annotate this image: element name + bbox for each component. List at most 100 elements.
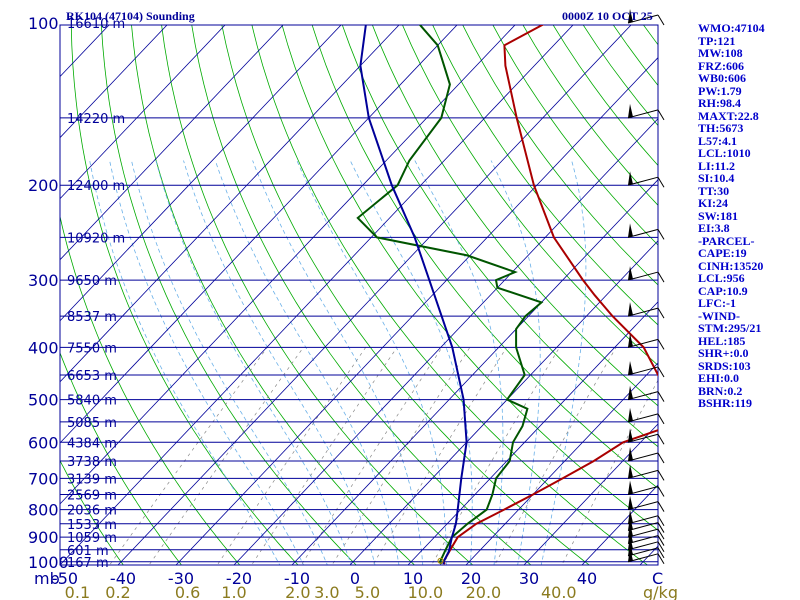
index-item: -PARCEL- bbox=[698, 233, 755, 248]
isotherm bbox=[465, 362, 658, 565]
index-item: LFC:-1 bbox=[698, 296, 736, 310]
dry-adiabat bbox=[462, 25, 658, 286]
index-item: FRZ:606 bbox=[698, 58, 744, 73]
temperature-tick-label: -50 bbox=[52, 569, 78, 588]
moist-adiabat bbox=[349, 160, 473, 565]
height-label: 7550 m bbox=[67, 341, 117, 356]
index-item: LI:11.2 bbox=[698, 158, 736, 173]
indices-panel: WMO:47104 TP:121 MW:108 FRZ:606 WB0:606 PW:1.… bbox=[698, 22, 798, 410]
index-item: BRN:0.2 bbox=[698, 383, 743, 398]
pressure-tick-label: 700 bbox=[28, 469, 59, 488]
wind-barb bbox=[627, 480, 665, 497]
wind-barb bbox=[627, 302, 665, 319]
index-item: EI:3.8 bbox=[698, 221, 730, 235]
height-label: 3139 m bbox=[67, 472, 117, 487]
pressure-tick-label: 400 bbox=[28, 338, 59, 357]
pressure-tick-label: 900 bbox=[28, 528, 59, 547]
isotherm bbox=[291, 179, 658, 565]
dry-adiabat bbox=[432, 25, 658, 326]
height-label: 3738 m bbox=[67, 455, 117, 470]
index-item: LCL:1010 bbox=[698, 146, 751, 160]
temperature-tick-label: -30 bbox=[168, 569, 194, 588]
index-item: CAPE:19 bbox=[698, 246, 747, 260]
mixing-ratio-label: 2.0 bbox=[285, 583, 310, 600]
index-item: TP:121 bbox=[698, 33, 736, 48]
height-label: 4384 m bbox=[67, 436, 117, 451]
wind-barb bbox=[627, 171, 665, 188]
temperature-tick-label: 30 bbox=[519, 569, 539, 588]
plot-border bbox=[59, 24, 659, 566]
index-item: MAXT:22.8 bbox=[698, 108, 759, 123]
isotherm bbox=[60, 25, 574, 565]
temperature-tick-label: 0 bbox=[350, 569, 360, 588]
height-label: 1059 m bbox=[67, 531, 117, 546]
isotherm bbox=[60, 25, 284, 261]
pressure-tick-label: 100 bbox=[28, 14, 59, 33]
index-item: SHR+:0.0 bbox=[698, 346, 749, 360]
height-label: 12400 m bbox=[67, 179, 125, 194]
index-item: WB0:606 bbox=[698, 71, 746, 85]
index-item: PW:1.79 bbox=[698, 83, 742, 98]
height-label: 2569 m bbox=[67, 488, 117, 503]
isotherm bbox=[60, 25, 516, 505]
moist-adiabat bbox=[296, 160, 447, 565]
wind-barb bbox=[627, 495, 665, 512]
mixing-ratio-label: 0.6 bbox=[175, 583, 200, 600]
moist-adiabat bbox=[131, 160, 328, 565]
mixing-ratio-label: 20.0 bbox=[466, 583, 502, 600]
pressure-tick-label: 600 bbox=[28, 433, 59, 452]
sounding-title: RK104 (47104) Sounding bbox=[66, 9, 195, 23]
moist-adiabat bbox=[109, 160, 304, 565]
height-label: 9650 m bbox=[67, 274, 117, 289]
index-item: RH:98.4 bbox=[698, 96, 741, 110]
mixing-ratio-label: 1.0 bbox=[221, 583, 246, 600]
mixing-ratio-line bbox=[109, 347, 268, 565]
index-item: WMO:47104 bbox=[698, 21, 765, 35]
isotherm bbox=[117, 25, 632, 565]
height-label: 1533 m bbox=[67, 518, 117, 533]
dry-adiabat bbox=[281, 25, 658, 531]
mixing-ratio-label: 0.2 bbox=[105, 583, 130, 600]
pressure-tick-label: 800 bbox=[28, 501, 59, 520]
wind-barb bbox=[627, 447, 665, 464]
index-item: EHI:0.0 bbox=[698, 371, 740, 385]
wind-barb bbox=[627, 385, 665, 402]
height-label: 5085 m bbox=[67, 416, 117, 431]
index-item: CINH:13520 bbox=[698, 258, 764, 273]
index-item: CAP:10.9 bbox=[698, 283, 748, 298]
index-item: LCL:956 bbox=[698, 271, 745, 285]
wind-barb bbox=[627, 407, 665, 425]
index-item: BSHR:119 bbox=[698, 396, 753, 410]
index-item: HEL:185 bbox=[698, 333, 746, 348]
pressure-unit-label: mb bbox=[34, 569, 60, 588]
moist-adiabat bbox=[155, 160, 352, 565]
isotherm bbox=[523, 423, 658, 565]
wind-barb bbox=[627, 9, 665, 26]
index-item: TH:5673 bbox=[698, 121, 744, 135]
moist-adiabat bbox=[490, 160, 541, 565]
profile-dewpoint bbox=[356, 25, 544, 565]
dry-adiabat bbox=[371, 25, 658, 407]
sounding-time: 0000Z 10 OCT 25 bbox=[562, 9, 653, 23]
height-label: 16610 m bbox=[67, 17, 125, 32]
height-label: 10920 m bbox=[67, 231, 125, 246]
dry-adiabat bbox=[221, 25, 590, 565]
temperature-tick-label: -10 bbox=[284, 569, 310, 588]
index-item: -WIND- bbox=[698, 308, 740, 323]
index-item: SRDS:103 bbox=[698, 358, 751, 373]
moist-adiabat bbox=[183, 160, 376, 565]
chart-grid bbox=[60, 25, 658, 565]
index-item: SW:181 bbox=[698, 208, 739, 223]
isotherm bbox=[60, 25, 400, 383]
mixing-ratio-unit-label: g/kg bbox=[643, 583, 678, 600]
index-item: STM:295/21 bbox=[698, 321, 762, 335]
pressure-tick-label: 1000 bbox=[28, 553, 69, 572]
height-label: 2036 m bbox=[67, 504, 117, 519]
moist-adiabat bbox=[540, 160, 587, 565]
pressure-tick-label: 500 bbox=[28, 391, 59, 410]
temperature-tick-label: 10 bbox=[403, 569, 423, 588]
temperature-tick-label: -40 bbox=[110, 569, 136, 588]
isotherm bbox=[60, 25, 342, 322]
temperature-tick-label: 40 bbox=[577, 569, 597, 588]
height-label: 6653 m bbox=[67, 369, 117, 384]
